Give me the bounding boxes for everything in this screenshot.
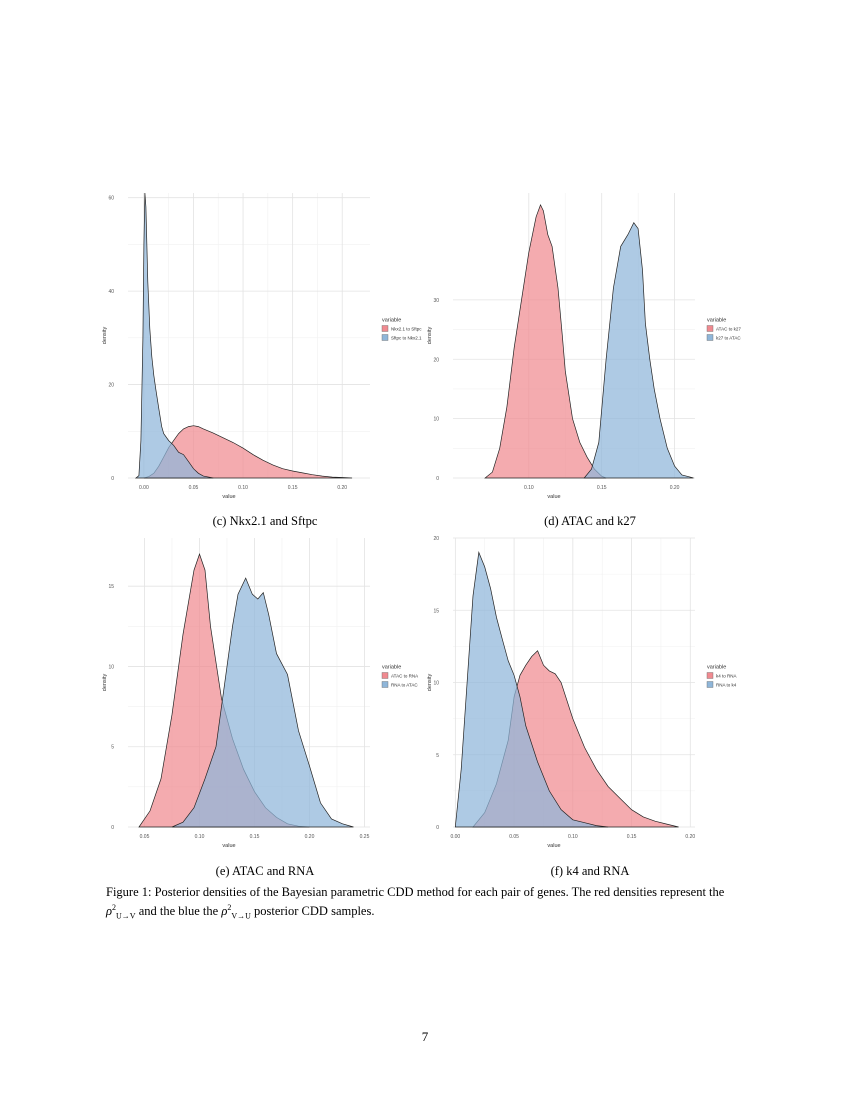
y-tick-label: 10 bbox=[433, 681, 439, 687]
y-tick-label: 20 bbox=[433, 536, 439, 542]
rho-symbol-2: ρ bbox=[221, 904, 228, 919]
figure-panel-d: 0.10 0.15 0.20 0 10 20 30 value density variable A… bbox=[425, 185, 755, 528]
x-tick-label: 0.20 bbox=[337, 485, 347, 491]
legend-entry: RNA to k4 bbox=[716, 683, 737, 688]
subcaption-e: (e) ATAC and RNA bbox=[215, 864, 315, 878]
legend-swatch bbox=[706, 325, 714, 332]
legend-swatch bbox=[381, 681, 389, 688]
x-tick-label: 0.15 bbox=[250, 834, 260, 840]
x-tick-label: 0.15 bbox=[597, 485, 607, 491]
x-tick-label: 0.15 bbox=[627, 834, 637, 840]
x-tick-label: 0.20 bbox=[670, 485, 680, 491]
legend-title: variable bbox=[707, 665, 726, 671]
legend-entry: k27 to ATAC bbox=[716, 336, 741, 341]
legend-swatch bbox=[706, 334, 714, 341]
figure-panel-f: 0.00 0.05 0.10 0.15 0.20 0 5 10 15 20 value density… bbox=[425, 530, 755, 880]
density-area-blue bbox=[171, 577, 354, 828]
legend-entry: ATAC to k27 bbox=[716, 327, 741, 332]
y-tick-label: 60 bbox=[108, 196, 114, 202]
legend-swatch bbox=[381, 672, 389, 679]
x-axis-label: value bbox=[547, 494, 560, 500]
y-axis-label: density bbox=[102, 674, 108, 692]
y-axis-label: density bbox=[427, 327, 433, 345]
page-number: 7 bbox=[421, 1029, 429, 1044]
x-tick-label: 0.20 bbox=[305, 834, 315, 840]
x-tick-label: 0.20 bbox=[685, 834, 695, 840]
y-tick-label: 0 bbox=[111, 825, 114, 831]
rho-subscript-uv: U→V bbox=[116, 911, 136, 921]
legend-swatch bbox=[381, 325, 389, 332]
y-tick-label: 15 bbox=[108, 584, 114, 590]
rho-symbol-1: ρ bbox=[106, 904, 112, 919]
y-tick-label: 0 bbox=[436, 476, 439, 482]
x-tick-label: 0.10 bbox=[238, 485, 248, 491]
legend-entry: Nkx2.1 to Sftpc bbox=[391, 327, 422, 332]
rho-power-1: 2 bbox=[112, 903, 116, 912]
x-tick-label: 0.25 bbox=[360, 834, 370, 840]
y-tick-label: 10 bbox=[108, 664, 114, 670]
legend-entry: k4 to RNA bbox=[716, 674, 737, 679]
x-tick-label: 0.10 bbox=[524, 485, 534, 491]
y-tick-label: 0 bbox=[111, 476, 114, 482]
legend-title: variable bbox=[382, 665, 401, 671]
subcaption-f: (f) k4 and RNA bbox=[550, 864, 630, 878]
figure-panel-e: 0.05 0.10 0.15 0.20 0.25 0 5 10 15 value density va… bbox=[100, 530, 430, 880]
caption-tail: posterior CDD samples. bbox=[250, 904, 375, 919]
legend-title: variable bbox=[707, 318, 726, 324]
y-tick-label: 5 bbox=[111, 745, 114, 751]
y-tick-label: 30 bbox=[433, 298, 439, 304]
y-tick-label: 10 bbox=[433, 417, 439, 423]
caption-lead: Figure 1: Posterior densities of the Bay… bbox=[106, 885, 725, 899]
x-tick-label: 0.00 bbox=[139, 485, 149, 491]
rho-subscript-vu: V→U bbox=[231, 911, 251, 921]
x-tick-label: 0.10 bbox=[568, 834, 578, 840]
legend-swatch bbox=[706, 672, 714, 679]
subcaption-d: (d) ATAC and k27 bbox=[544, 514, 636, 528]
x-axis-label: value bbox=[222, 843, 235, 849]
y-axis-label: density bbox=[427, 674, 433, 692]
x-tick-label: 0.00 bbox=[450, 834, 460, 840]
figure-caption: Figure 1: Posterior densities of the Bay… bbox=[106, 884, 752, 925]
x-axis-label: value bbox=[222, 494, 235, 500]
density-area-blue bbox=[454, 551, 609, 828]
y-tick-label: 5 bbox=[436, 753, 439, 759]
y-axis-label: density bbox=[102, 327, 108, 345]
legend-entry: ATAC to RNA bbox=[391, 674, 418, 679]
x-tick-label: 0.10 bbox=[195, 834, 205, 840]
x-axis-label: value bbox=[547, 843, 560, 849]
y-tick-label: 20 bbox=[108, 383, 114, 389]
density-chart-d: 0.10 0.15 0.20 0 10 20 30 value density variable A… bbox=[427, 193, 741, 500]
legend-swatch bbox=[381, 334, 389, 341]
density-chart-f: 0.00 0.05 0.10 0.15 0.20 0 5 10 15 20 value density… bbox=[427, 536, 737, 849]
caption-mid: and the blue the bbox=[135, 904, 222, 919]
legend-entry: Sftpc to Nkx2.1 bbox=[391, 336, 422, 341]
y-tick-label: 0 bbox=[436, 825, 439, 831]
y-tick-label: 40 bbox=[108, 289, 114, 295]
rho-power-2: 2 bbox=[227, 903, 232, 912]
x-tick-label: 0.05 bbox=[189, 485, 199, 491]
density-area-blue bbox=[583, 222, 694, 479]
figure-panel-c: 0.00 0.05 0.10 0.15 0.20 0 20 40 60 value density v… bbox=[100, 185, 430, 528]
y-tick-label: 15 bbox=[433, 608, 439, 614]
y-tick-label: 20 bbox=[433, 357, 439, 363]
legend-entry: RNA to ATAC bbox=[391, 683, 418, 688]
density-area-red bbox=[484, 204, 607, 479]
density-chart-e: 0.05 0.10 0.15 0.20 0.25 0 5 10 15 value density va… bbox=[102, 538, 418, 849]
x-tick-label: 0.05 bbox=[140, 834, 150, 840]
legend-swatch bbox=[706, 681, 714, 688]
density-area-blue bbox=[134, 192, 214, 479]
legend-title: variable bbox=[382, 318, 401, 324]
density-chart-c: 0.00 0.05 0.10 0.15 0.20 0 20 40 60 value density v… bbox=[102, 192, 422, 500]
x-tick-label: 0.05 bbox=[509, 834, 519, 840]
x-tick-label: 0.15 bbox=[288, 485, 298, 491]
subcaption-c: (c) Nkx2.1 and Sftpc bbox=[212, 514, 318, 528]
